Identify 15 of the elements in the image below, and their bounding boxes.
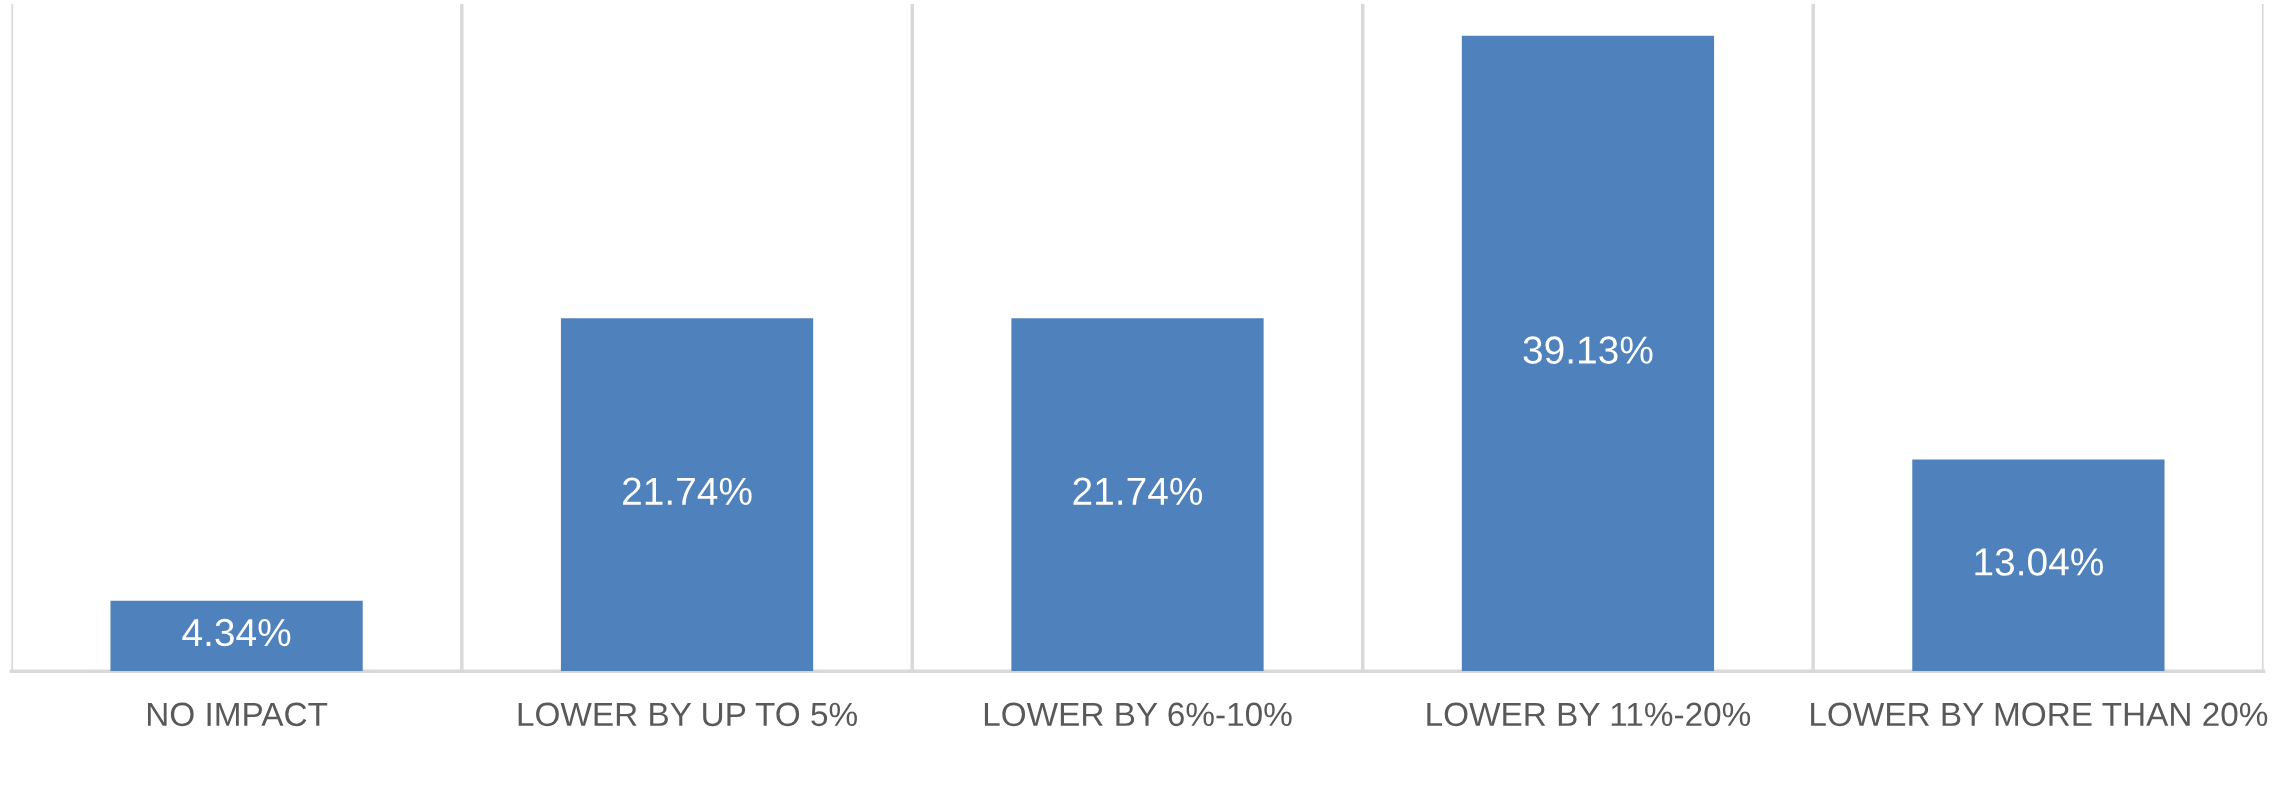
data-label: 21.74% [1073, 477, 1203, 505]
data-label: 21.74% [623, 477, 752, 505]
x-tick-label: LOWER BY MORE THAN 20% [1811, 702, 2268, 727]
bar [1461, 35, 1715, 672]
bar [560, 318, 814, 672]
bar [1912, 459, 2165, 672]
data-label: 39.13% [1523, 336, 1653, 364]
bar [1011, 318, 1264, 672]
x-tick-label: NO IMPACT [147, 702, 328, 727]
data-label: 4.34% [182, 618, 291, 647]
x-tick-label: LOWER BY UP TO 5% [518, 702, 857, 727]
data-label: 13.04% [1975, 548, 2103, 576]
bar [110, 600, 363, 672]
x-tick-label: LOWER BY 6%-10% [984, 702, 1292, 727]
x-tick-label: LOWER BY 11%-20% [1427, 702, 1751, 727]
